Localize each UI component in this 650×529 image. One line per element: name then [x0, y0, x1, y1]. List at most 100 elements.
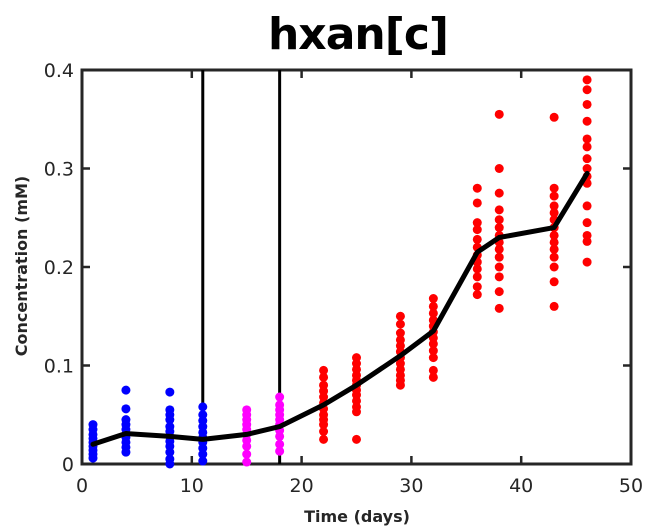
- x-tick-label: 10: [180, 475, 204, 497]
- scatter-point: [494, 262, 504, 272]
- scatter-point: [428, 365, 438, 375]
- scatter-point: [165, 415, 175, 425]
- scatter-point: [428, 308, 438, 318]
- scatter-point: [428, 301, 438, 311]
- scatter-point: [549, 191, 559, 201]
- scatter-point: [549, 252, 559, 262]
- scatter-point: [582, 99, 592, 109]
- scatter-point: [494, 223, 504, 233]
- scatter-point: [549, 230, 559, 240]
- scatter-point: [198, 449, 208, 459]
- scatter-point: [319, 372, 329, 382]
- x-tick-label: 30: [399, 475, 423, 497]
- scatter-point: [582, 201, 592, 211]
- scatter-point: [472, 290, 482, 300]
- scatter-point: [494, 272, 504, 282]
- scatter-point: [582, 116, 592, 126]
- scatter-point: [319, 426, 329, 436]
- x-tick-label: 20: [290, 475, 314, 497]
- scatter-point: [121, 447, 131, 457]
- x-tick-label: 40: [509, 475, 533, 497]
- scatter-point: [472, 225, 482, 235]
- scatter-point: [582, 142, 592, 152]
- scatter-point: [472, 264, 482, 274]
- scatter-point: [395, 311, 405, 321]
- scatter-point: [121, 404, 131, 414]
- scatter-point: [582, 218, 592, 228]
- scatter-point: [275, 439, 285, 449]
- scatter-point: [88, 453, 98, 463]
- scatter-point: [494, 215, 504, 225]
- scatter-point: [275, 431, 285, 441]
- scatter-point: [428, 346, 438, 356]
- scatter-point: [428, 372, 438, 382]
- y-tick-label: 0.4: [44, 60, 74, 82]
- scatter-point: [472, 183, 482, 193]
- scatter-point: [428, 339, 438, 349]
- scatter-point: [395, 328, 405, 338]
- scatter-point: [198, 402, 208, 412]
- x-axis-label: Time (days): [304, 507, 410, 526]
- scatter-point: [275, 446, 285, 456]
- scatter-point: [494, 244, 504, 254]
- scatter-point: [549, 262, 559, 272]
- scatter-point: [582, 85, 592, 95]
- plot-area: 0 10 20 30 40 50 0 0.1 0.2 0.3 0.4: [44, 60, 643, 497]
- scatter-point: [582, 164, 592, 173]
- scatter-point: [494, 164, 504, 173]
- scatter-point: [582, 154, 592, 164]
- scatter-point: [494, 188, 504, 198]
- scatter-point: [275, 392, 285, 402]
- x-tick-label: 50: [619, 475, 643, 497]
- scatter-point: [549, 237, 559, 247]
- scatter-point: [198, 456, 208, 466]
- scatter-point: [549, 301, 559, 311]
- y-axis-label: Concentration (mM): [12, 176, 31, 357]
- scatter-point: [494, 205, 504, 215]
- scatter-point: [549, 244, 559, 254]
- scatter-point: [582, 236, 592, 246]
- scatter-point: [472, 282, 482, 292]
- scatter-point: [319, 434, 329, 444]
- scatter-point: [582, 257, 592, 267]
- scatter-point: [352, 407, 361, 417]
- scatter-point: [549, 183, 559, 193]
- scatter-point: [582, 75, 592, 85]
- y-tick-label: 0.2: [44, 257, 74, 279]
- scatter-point: [319, 365, 329, 375]
- scatter-point: [472, 198, 482, 208]
- scatter-point: [319, 420, 329, 430]
- scatter-point: [472, 218, 482, 228]
- scatter-point: [428, 294, 438, 304]
- scatter-point: [472, 272, 482, 282]
- scatter-point: [494, 303, 504, 313]
- scatter-point: [242, 449, 252, 459]
- y-tick-label: 0: [62, 454, 74, 476]
- reference-lines: [201, 70, 282, 464]
- scatter-point: [242, 441, 252, 451]
- axis-ticks: 0 10 20 30 40 50 0 0.1 0.2 0.3 0.4: [44, 60, 643, 497]
- scatter-point: [165, 387, 175, 397]
- x-tick-label: 0: [76, 475, 88, 497]
- scatter-point: [494, 109, 504, 119]
- scatter-point: [582, 134, 592, 144]
- scatter-point: [121, 385, 131, 395]
- scatter-point: [494, 252, 504, 262]
- scatter-point: [494, 287, 504, 297]
- scatter-point: [395, 380, 405, 390]
- mean-trend-line: [90, 170, 590, 447]
- y-tick-label: 0.3: [44, 159, 74, 181]
- scatter-point: [549, 112, 559, 122]
- chart-title: hxan[c]: [268, 9, 448, 60]
- scatter-point: [352, 434, 361, 444]
- scatter-point: [549, 201, 559, 211]
- scatter-point: [395, 319, 405, 329]
- scatter-point: [242, 457, 252, 467]
- scatter-point: [428, 353, 438, 363]
- scatter-point: [472, 234, 482, 244]
- scatter-point: [165, 447, 175, 457]
- scatter-point: [549, 208, 559, 218]
- scatter-points: [88, 75, 592, 469]
- y-tick-label: 0.1: [44, 356, 74, 378]
